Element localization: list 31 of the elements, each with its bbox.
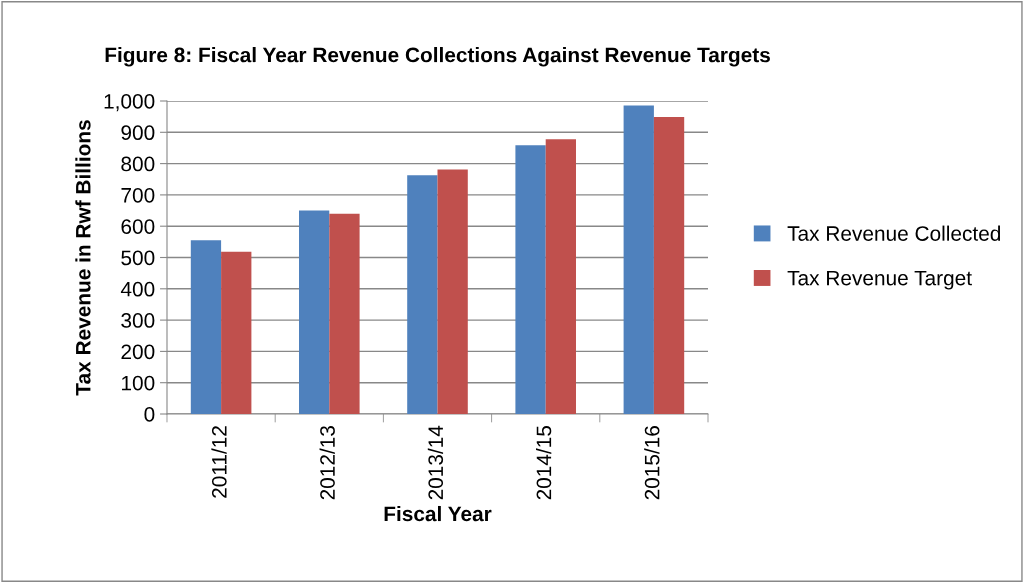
- y-axis-title: Tax Revenue in Rwf Billions: [75, 120, 91, 396]
- y-tick-label: 400: [120, 281, 155, 297]
- bar: [437, 169, 468, 414]
- bar: [545, 139, 576, 414]
- y-tick-label: 1,000: [104, 94, 155, 112]
- y-tick-label: 100: [122, 375, 155, 391]
- y-tick-label: 900: [121, 125, 155, 141]
- bar: [221, 251, 252, 414]
- y-tick-label: 300: [121, 313, 155, 328]
- legend-label: Tax Revenue Collected: [787, 225, 1001, 241]
- x-axis-title: Fiscal Year: [384, 505, 492, 522]
- y-tick-label: 700: [121, 187, 155, 203]
- y-tick-label: 200: [121, 344, 155, 360]
- bar: [407, 175, 438, 414]
- bar: [299, 210, 330, 414]
- x-tick-label: 2012/13: [319, 426, 335, 500]
- bar: [653, 116, 685, 414]
- bar: [329, 213, 360, 414]
- y-tick-label: 0: [144, 407, 155, 422]
- x-tick-label: 2013/14: [427, 425, 444, 500]
- x-tick-label: 2014/15: [535, 425, 552, 500]
- y-tick-label: 800: [121, 156, 155, 172]
- x-tick-label: 2011/12: [211, 426, 227, 498]
- x-tick-label: 2015/16: [644, 426, 660, 500]
- bar: [515, 145, 546, 414]
- y-tick-label: 500: [121, 250, 155, 266]
- bar: [623, 105, 654, 414]
- chart-title: Figure 8: Fiscal Year Revenue Collections Against Revenue Targets: [105, 47, 770, 67]
- y-tick-label: 600: [121, 219, 155, 234]
- bar: [190, 240, 222, 414]
- legend-label: Tax Revenue Target: [787, 270, 972, 290]
